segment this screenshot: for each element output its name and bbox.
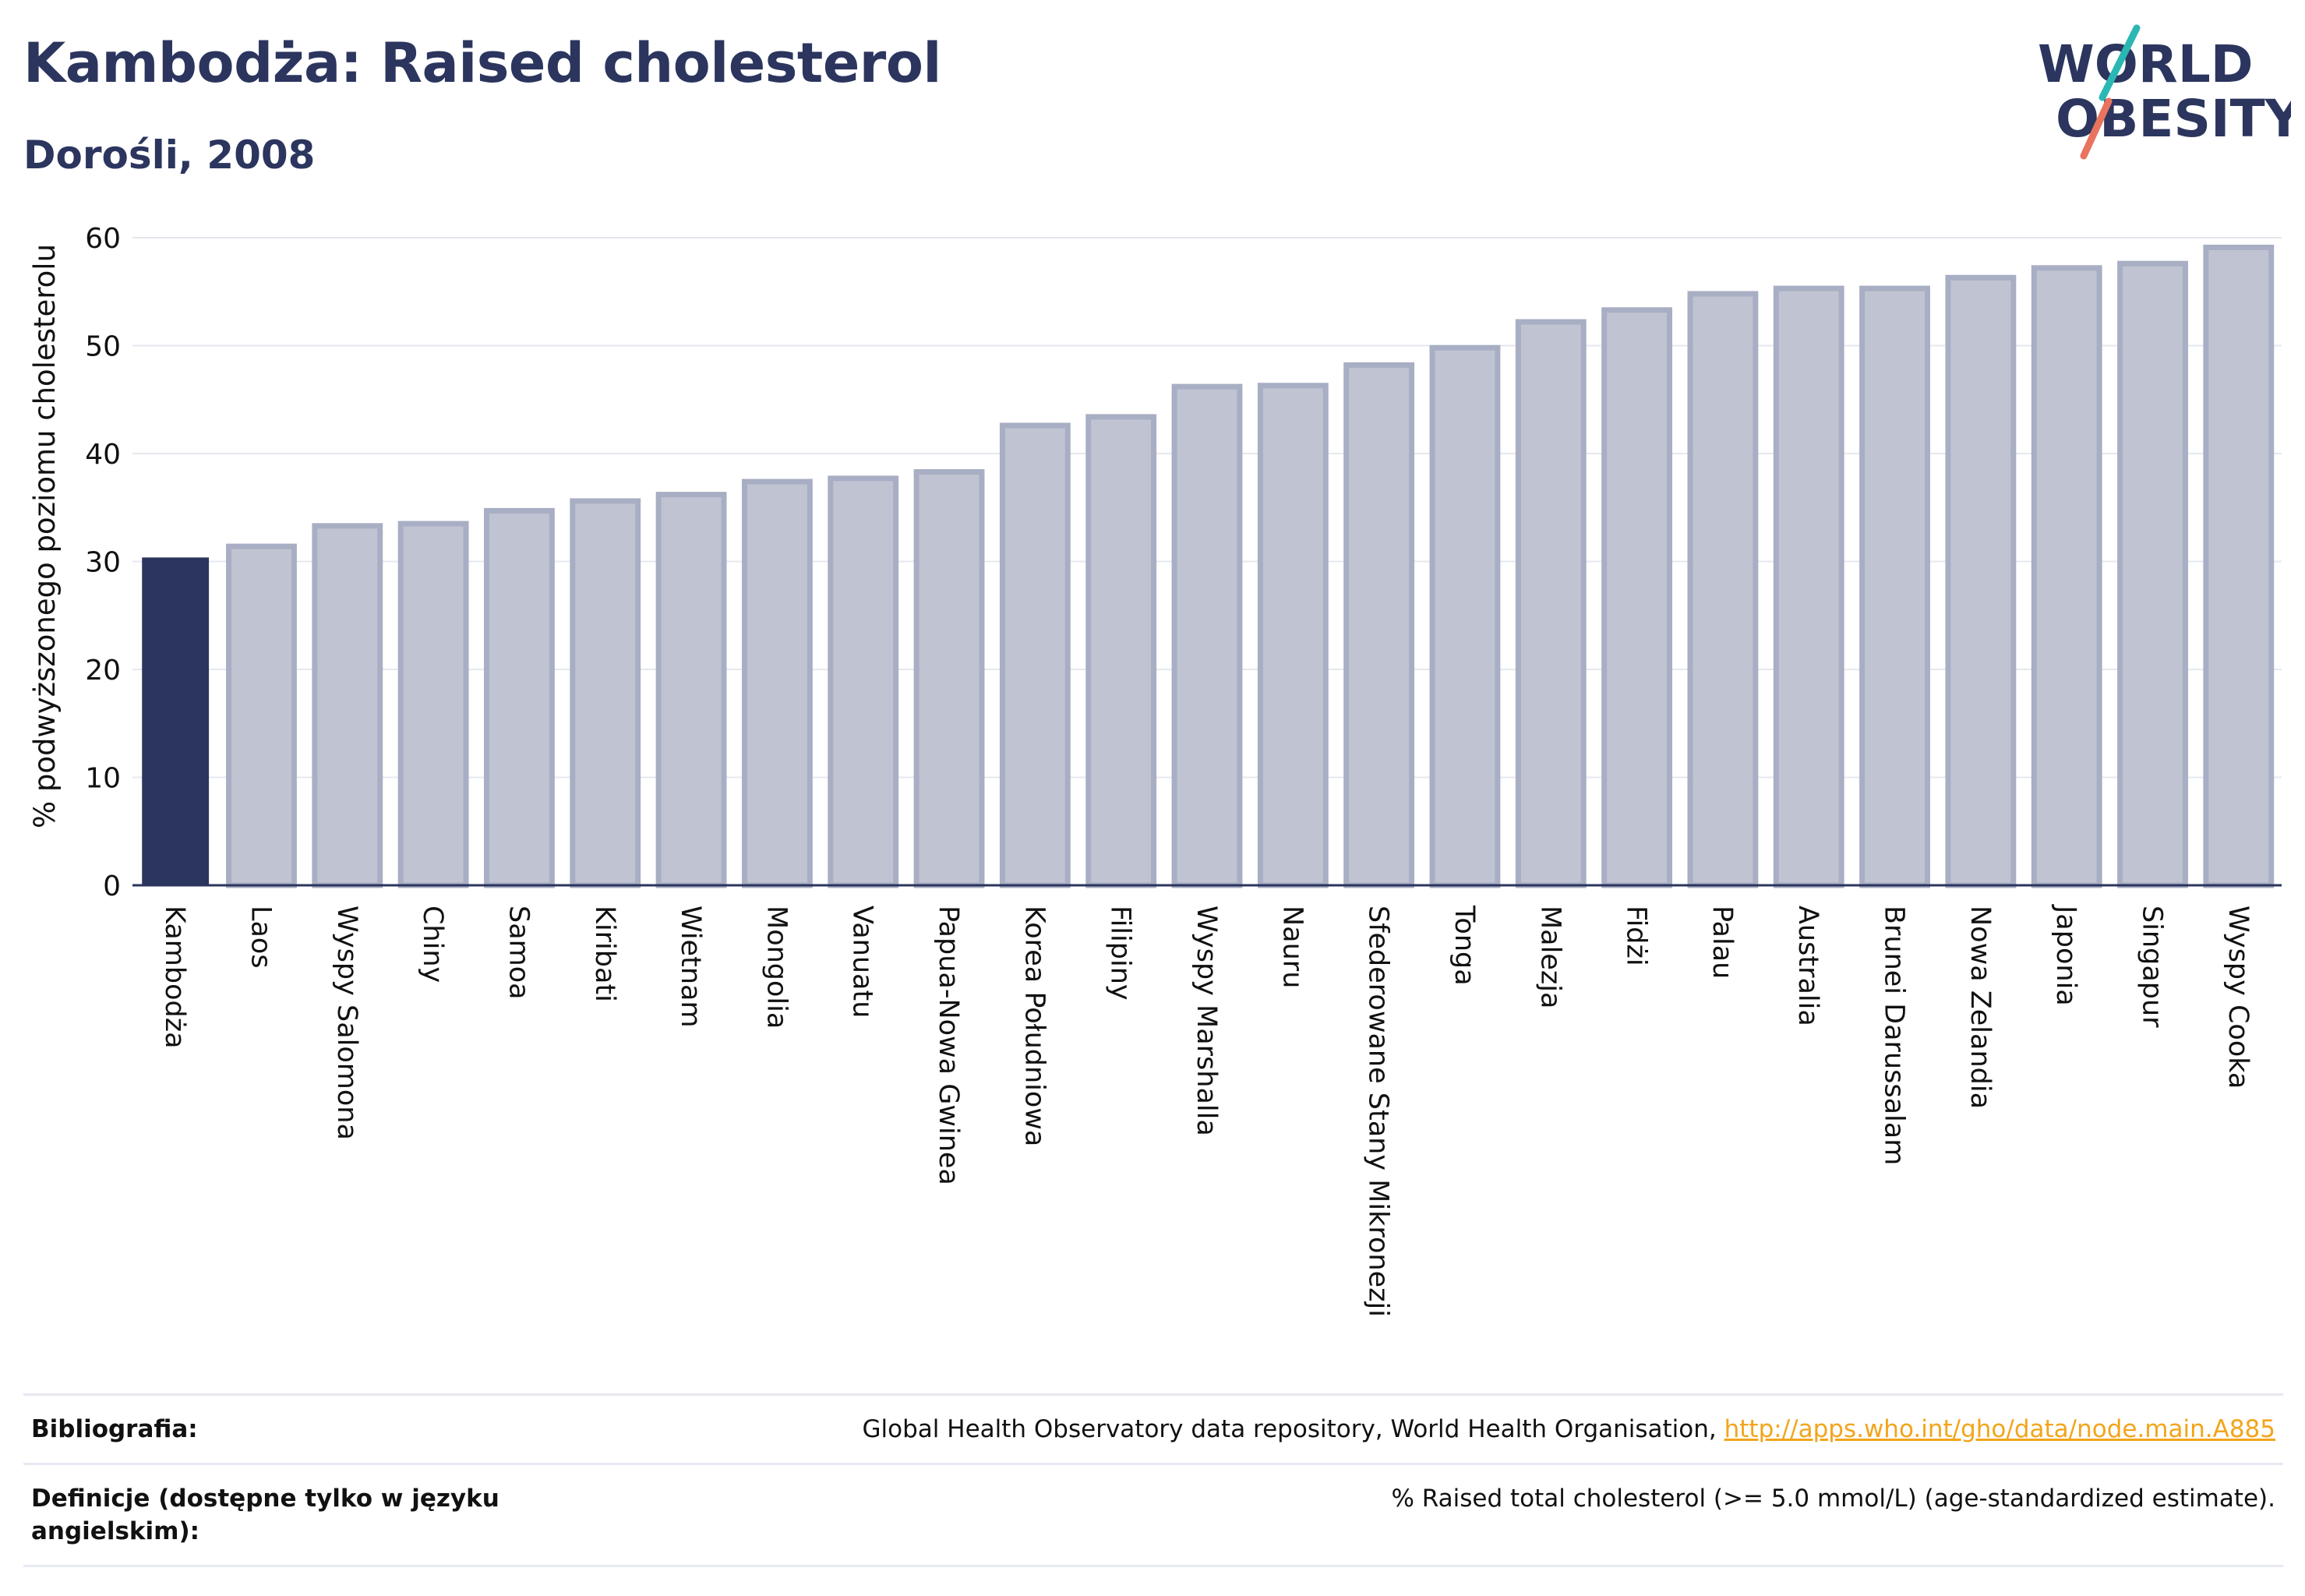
bar-Vanuatu bbox=[828, 475, 899, 888]
y-tick-label: 50 bbox=[85, 331, 121, 363]
x-tick-label: Chiny bbox=[417, 906, 448, 983]
logo-slash-coral bbox=[2080, 97, 2113, 160]
bar-Chiny bbox=[397, 521, 469, 888]
chart-subtitle: Dorośli, 2008 bbox=[23, 132, 316, 178]
bar-Kiribati bbox=[570, 498, 641, 888]
x-tick-label: Wyspy Cooka bbox=[2222, 906, 2254, 1089]
bibliography-row: Bibliografia: Global Health Observatory … bbox=[23, 1393, 2283, 1463]
bar-Filipiny bbox=[1085, 414, 1157, 888]
y-tick-label: 60 bbox=[85, 223, 121, 255]
x-tick-label: Wyspy Marshalla bbox=[1191, 906, 1222, 1136]
bar-Nauru bbox=[1257, 383, 1329, 888]
footer-table: Bibliografia: Global Health Observatory … bbox=[23, 1393, 2283, 1567]
x-tick-label: Malezja bbox=[1534, 906, 1565, 1008]
bar-Wyspy Cooka bbox=[2203, 244, 2275, 888]
bar-Tonga bbox=[1429, 344, 1501, 888]
x-tick-label: Wyspy Salomona bbox=[331, 906, 362, 1140]
bar-Brunei Darussalam bbox=[1859, 285, 1930, 888]
logo-line1: WORLD bbox=[2038, 34, 2254, 94]
x-tick-label: Mongolia bbox=[761, 906, 792, 1029]
y-tick-label: 40 bbox=[85, 439, 121, 471]
bibliography-value: Global Health Observatory data repositor… bbox=[530, 1413, 2283, 1446]
x-tick-label: Singapur bbox=[2137, 906, 2168, 1028]
bar-Japonia bbox=[2031, 265, 2102, 888]
bar-Kambodża bbox=[142, 557, 210, 886]
world-obesity-logo: WORLD OBESITY bbox=[2038, 24, 2291, 160]
bibliography-label: Bibliografia: bbox=[31, 1415, 198, 1443]
definitions-row: Definicje (dostępne tylko w języku angie… bbox=[23, 1463, 2283, 1567]
x-tick-label: Australia bbox=[1792, 906, 1823, 1026]
bar-Mongolia bbox=[741, 478, 813, 888]
x-tick-label: Japonia bbox=[2050, 904, 2081, 1006]
definitions-value: % Raised total cholesterol (>= 5.0 mmol/… bbox=[1391, 1485, 2275, 1513]
x-tick-label: Brunei Darussalam bbox=[1879, 906, 1910, 1165]
bar-Sfederowane Stany Mikronezji bbox=[1343, 362, 1415, 888]
bar-Nowa Zelandia bbox=[1945, 274, 2017, 888]
bar-Korea Południowa bbox=[999, 422, 1071, 888]
y-axis-label: % podwyższonego poziomu cholesterolu bbox=[28, 244, 62, 828]
y-tick-labels: 0 10 20 30 40 50 60 bbox=[85, 223, 121, 902]
x-tick-label: Kiribati bbox=[589, 906, 620, 1002]
x-tick-label: Samoa bbox=[503, 906, 534, 1000]
bar-Samoa bbox=[484, 507, 555, 888]
x-tick-labels: Kambodża Laos Wyspy Salomona Chiny Samoa Kiri… bbox=[159, 904, 2254, 1317]
bars bbox=[142, 244, 2275, 888]
x-tick-label: Sfederowane Stany Mikronezji bbox=[1363, 906, 1394, 1317]
bar-Wyspy Marshalla bbox=[1171, 383, 1243, 888]
x-tick-label: Wietnam bbox=[675, 906, 706, 1028]
x-tick-label: Papua-Nowa Gwinea bbox=[933, 906, 964, 1185]
y-tick-label: 20 bbox=[85, 655, 121, 687]
x-tick-label: Tonga bbox=[1449, 905, 1480, 986]
x-tick-label: Fidżi bbox=[1621, 906, 1652, 966]
bar-Papua-Nowa Gwinea bbox=[913, 469, 985, 888]
bar-Palau bbox=[1687, 291, 1759, 888]
y-tick-label: 10 bbox=[85, 763, 121, 795]
x-tick-label: Nowa Zelandia bbox=[1964, 906, 1996, 1109]
bibliography-text: Global Health Observatory data repositor… bbox=[862, 1415, 1724, 1443]
x-tick-label: Laos bbox=[245, 906, 276, 969]
y-tick-label: 0 bbox=[103, 870, 121, 902]
bar-Fidżi bbox=[1601, 307, 1673, 888]
x-tick-label: Nauru bbox=[1276, 906, 1308, 988]
chart-title: Kambodża: Raised cholesterol bbox=[23, 31, 941, 95]
bar-chart: 0 10 20 30 40 50 60 Kambodża Laos Wyspy Salomona… bbox=[28, 223, 2282, 1317]
x-tick-label: Palau bbox=[1707, 906, 1738, 979]
x-tick-label: Filipiny bbox=[1105, 906, 1136, 1001]
x-tick-label: Korea Południowa bbox=[1018, 906, 1050, 1146]
x-tick-label: Kambodża bbox=[159, 906, 190, 1049]
bar-Malezja bbox=[1515, 319, 1587, 888]
bar-Laos bbox=[226, 543, 297, 888]
bar-Wyspy Salomona bbox=[312, 523, 383, 888]
bar-Australia bbox=[1773, 285, 1844, 888]
logo-slash-teal bbox=[2099, 24, 2141, 101]
definitions-label: Definicje (dostępne tylko w języku angie… bbox=[31, 1485, 499, 1545]
x-tick-label: Vanuatu bbox=[847, 906, 878, 1018]
y-tick-label: 30 bbox=[85, 547, 121, 579]
bar-Wietnam bbox=[655, 492, 727, 888]
bar-Singapur bbox=[2117, 260, 2188, 888]
bibliography-link[interactable]: http://apps.who.int/gho/data/node.main.A… bbox=[1724, 1415, 2275, 1443]
